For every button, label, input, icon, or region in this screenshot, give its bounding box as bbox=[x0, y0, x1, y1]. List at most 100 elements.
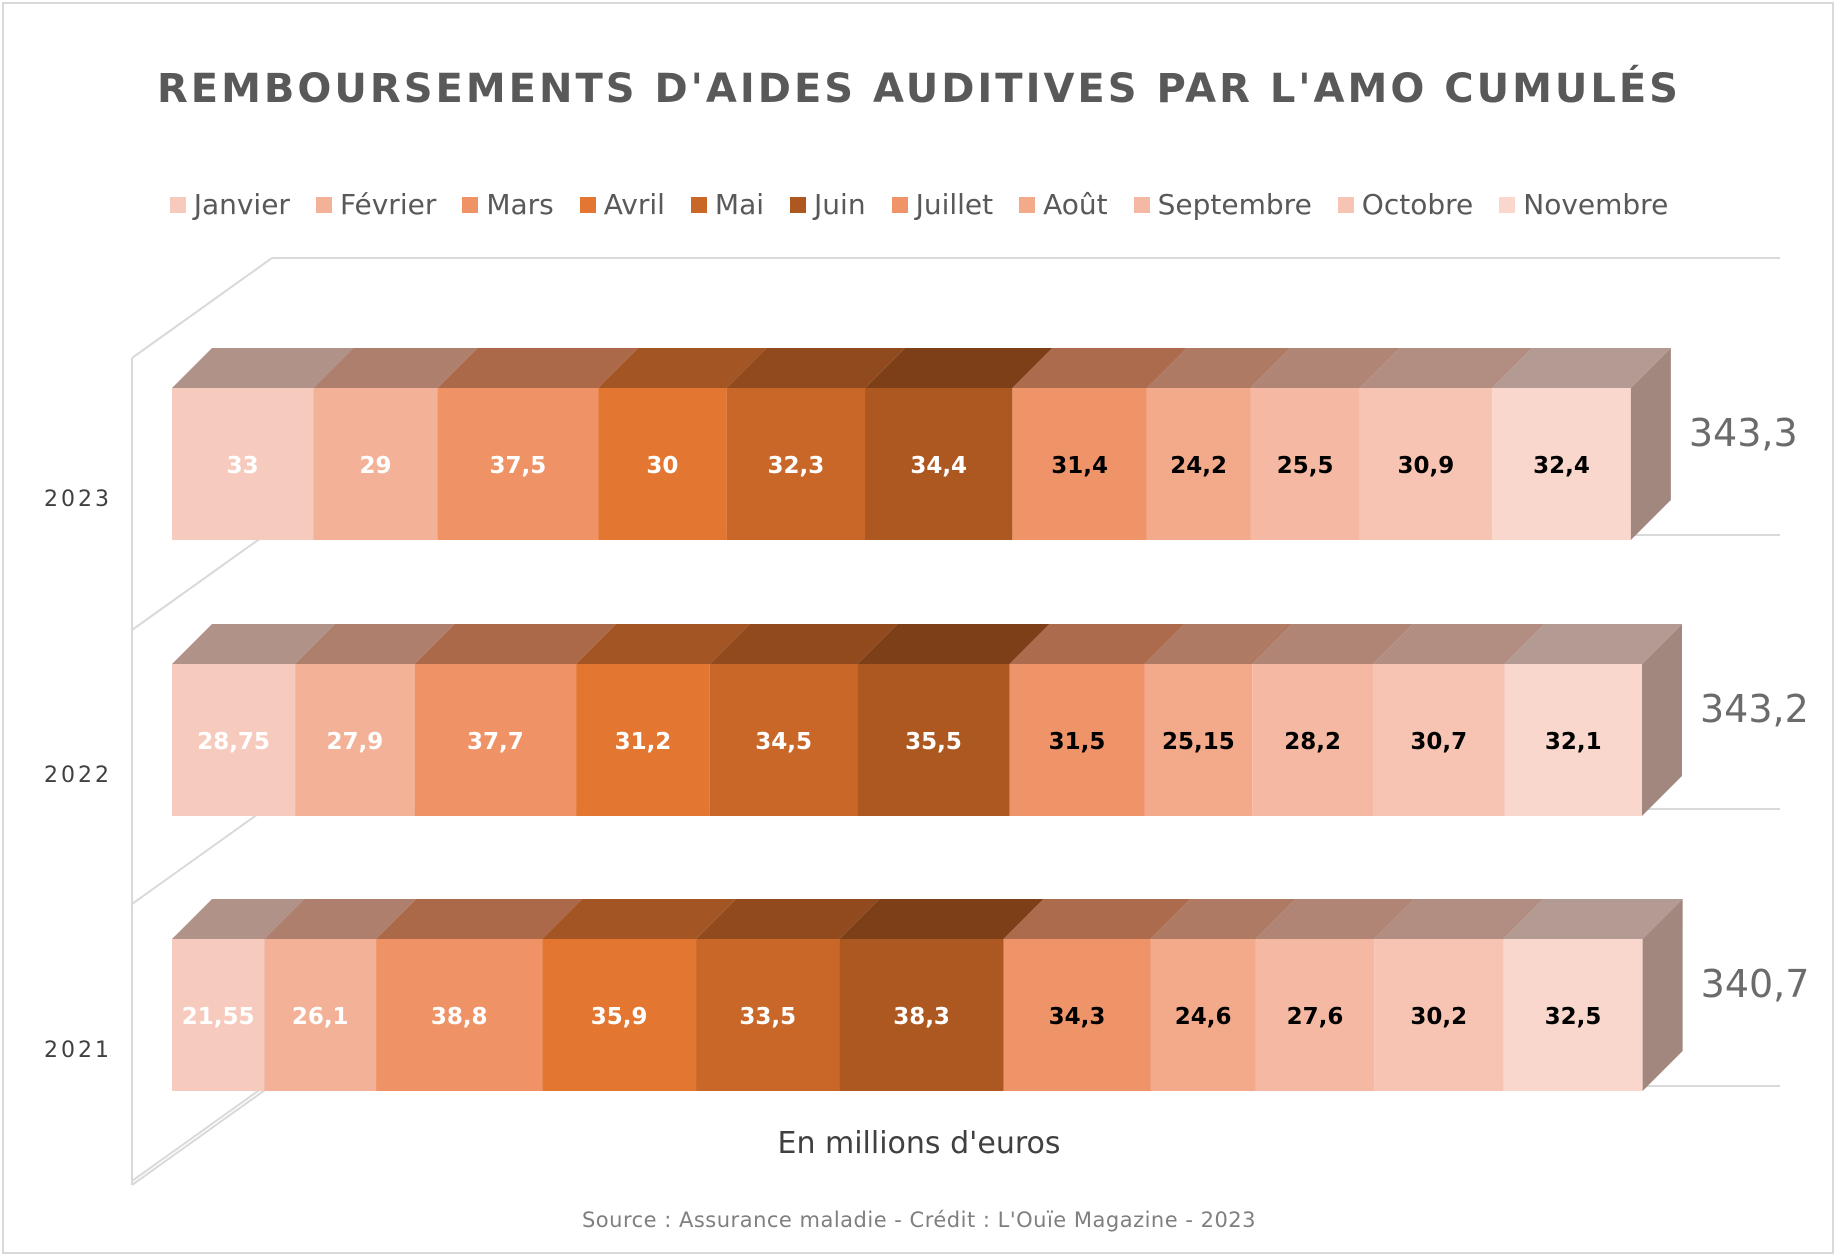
legend-swatch bbox=[462, 196, 479, 213]
category-label: 2021 bbox=[44, 1038, 112, 1063]
data-label: 37,5 bbox=[489, 453, 546, 479]
legend-label: Janvier bbox=[193, 188, 290, 221]
legend-item: Août bbox=[1019, 188, 1108, 221]
bar-top-face bbox=[709, 624, 898, 664]
legend: Janvier Février Mars Avril Mai Juin Juillet Aoû… bbox=[0, 188, 1838, 221]
bar-row: 28,75 27,9 37,7 31,2 34,5 35,5 31,5 25,15 28,2 30… bbox=[44, 624, 1809, 816]
bar-segment bbox=[1009, 664, 1145, 816]
data-label: 26,1 bbox=[292, 1004, 349, 1030]
bar-segment bbox=[295, 664, 415, 816]
legend-label: Avril bbox=[603, 188, 665, 221]
bar-top-face bbox=[1252, 624, 1414, 664]
bar-top-face bbox=[1250, 348, 1400, 388]
x-axis-label: En millions d'euros bbox=[777, 1126, 1061, 1161]
gridline bbox=[131, 529, 273, 631]
bar-top-face bbox=[542, 899, 737, 939]
bar-top-face bbox=[437, 348, 639, 388]
bar-segment bbox=[839, 939, 1004, 1091]
bar-top-face bbox=[172, 348, 354, 388]
data-label: 28,2 bbox=[1284, 729, 1341, 755]
bar-segment bbox=[598, 388, 727, 540]
legend-swatch bbox=[1337, 196, 1354, 213]
legend-item: Mars bbox=[462, 188, 554, 221]
data-label: 38,3 bbox=[893, 1004, 950, 1030]
bar-top-face bbox=[172, 624, 336, 664]
bar-segment bbox=[1012, 388, 1147, 540]
bar-side-face bbox=[1642, 899, 1683, 1091]
bar-top-face bbox=[1009, 624, 1185, 664]
data-label: 32,5 bbox=[1545, 1004, 1602, 1030]
data-label: 32,1 bbox=[1545, 729, 1602, 755]
data-label: 30,7 bbox=[1410, 729, 1467, 755]
bar-segment bbox=[1003, 939, 1151, 1091]
bar-top-face bbox=[264, 899, 417, 939]
bar-top-face bbox=[1504, 624, 1682, 664]
bar-top-face bbox=[857, 624, 1050, 664]
bar-top-face bbox=[598, 348, 767, 388]
bar-segment bbox=[726, 388, 866, 540]
chart-title: REMBOURSEMENTS D'AIDES AUDITIVES PAR L'A… bbox=[157, 66, 1681, 112]
bar-segment bbox=[1150, 939, 1256, 1091]
data-label: 31,4 bbox=[1051, 453, 1108, 479]
data-label: 35,9 bbox=[591, 1004, 648, 1030]
bar-segment bbox=[576, 664, 710, 816]
legend-item: Janvier bbox=[169, 188, 290, 221]
gridline bbox=[131, 803, 273, 905]
data-label: 24,2 bbox=[1170, 453, 1227, 479]
bar-segment bbox=[1359, 388, 1493, 540]
legend-swatch bbox=[315, 196, 332, 213]
legend-item: Juin bbox=[790, 188, 866, 221]
bar-top-face bbox=[696, 899, 880, 939]
data-label: 37,7 bbox=[467, 729, 524, 755]
bar-row: 33 29 37,5 30 32,3 34,4 31,4 24,2 25,5 30,9 32,4 34… bbox=[44, 348, 1798, 540]
bar-segment bbox=[313, 388, 438, 540]
bar-top-face bbox=[839, 899, 1044, 939]
total-label: 343,2 bbox=[1700, 687, 1809, 731]
bar-segment bbox=[1374, 939, 1504, 1091]
category-label: 2023 bbox=[44, 487, 112, 512]
bar-top-face bbox=[295, 624, 455, 664]
legend-swatch bbox=[790, 196, 807, 213]
bar-top-face bbox=[576, 624, 750, 664]
bar-segment bbox=[1255, 939, 1375, 1091]
data-label: 33,5 bbox=[739, 1004, 796, 1030]
legend-label: Novembre bbox=[1523, 188, 1669, 221]
legend-swatch bbox=[579, 196, 596, 213]
data-label: 30,2 bbox=[1410, 1004, 1467, 1030]
legend-swatch bbox=[169, 196, 186, 213]
bar-top-face bbox=[1503, 899, 1683, 939]
data-label: 21,55 bbox=[182, 1004, 255, 1030]
data-label: 32,3 bbox=[767, 453, 824, 479]
category-label: 2022 bbox=[44, 763, 112, 788]
bar-segment bbox=[172, 939, 265, 1091]
data-label: 25,15 bbox=[1162, 729, 1235, 755]
data-label: 24,6 bbox=[1175, 1004, 1232, 1030]
bar-segment bbox=[865, 388, 1013, 540]
legend-item: Septembre bbox=[1133, 188, 1312, 221]
bar-top-face bbox=[1144, 624, 1293, 664]
legend-label: Juin bbox=[814, 188, 866, 221]
data-label: 27,6 bbox=[1287, 1004, 1344, 1030]
data-label: 35,5 bbox=[905, 729, 962, 755]
bar-top-face bbox=[1373, 624, 1545, 664]
bar-top-face bbox=[172, 899, 305, 939]
bar-top-face bbox=[313, 348, 478, 388]
legend-item: Février bbox=[315, 188, 437, 221]
bar-top-face bbox=[1150, 899, 1296, 939]
bar-top-face bbox=[726, 348, 906, 388]
legend-swatch bbox=[1019, 196, 1036, 213]
total-label: 340,7 bbox=[1701, 962, 1810, 1006]
bar-segment bbox=[542, 939, 697, 1091]
data-label: 38,8 bbox=[431, 1004, 488, 1030]
legend-label: Février bbox=[339, 188, 437, 221]
legend-swatch bbox=[1499, 196, 1516, 213]
gridline bbox=[131, 257, 273, 359]
bar-top-face bbox=[1012, 348, 1187, 388]
bar-top-face bbox=[865, 348, 1053, 388]
bar-segment bbox=[696, 939, 840, 1091]
gridline bbox=[131, 1080, 273, 1182]
bar-segment bbox=[709, 664, 858, 816]
data-label: 32,4 bbox=[1533, 453, 1590, 479]
data-label: 28,75 bbox=[197, 729, 270, 755]
bar-segment bbox=[264, 939, 377, 1091]
